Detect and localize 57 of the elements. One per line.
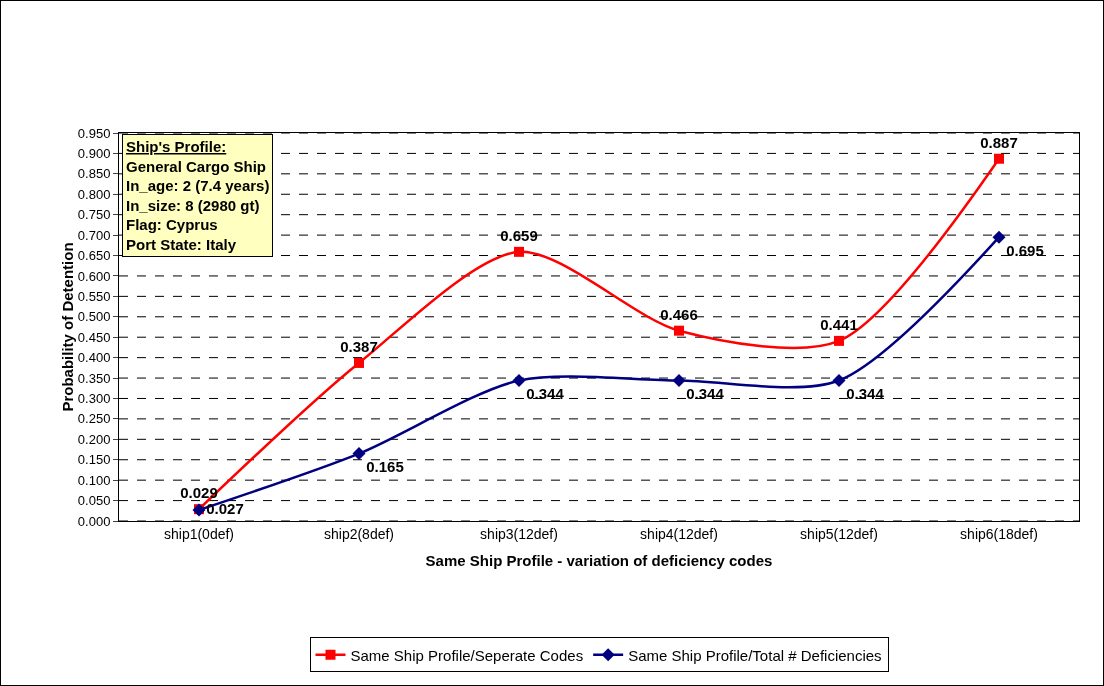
x-tick-label: ship2(8def) xyxy=(323,525,395,542)
y-tick-label: 0.250 xyxy=(77,411,111,427)
y-tick-label: 0.000 xyxy=(77,513,111,529)
annotation: Ship's Profile: xyxy=(126,138,227,155)
data-label: 0.387 xyxy=(340,337,378,355)
x-tick-label: ship4(12def) xyxy=(640,525,718,542)
annotation: General Cargo Ship xyxy=(126,157,267,175)
annotation: In_size: 8 (2980 gt) xyxy=(126,196,260,214)
y-tick-label: 0.750 xyxy=(77,207,111,223)
y-tick-label: 0.600 xyxy=(77,268,111,284)
legend-label: Same Ship Profile/Total # Deficiencies xyxy=(628,646,882,664)
x-tick-label: ship1(0def) xyxy=(163,525,235,542)
x-tick-label: ship3(12def) xyxy=(480,525,558,542)
y-tick-label: 0.200 xyxy=(77,431,111,447)
point xyxy=(992,230,1006,244)
y-tick-label: 0.550 xyxy=(77,288,111,304)
point xyxy=(994,153,1004,164)
y-tick-label: 0.950 xyxy=(77,125,111,141)
data-label: 0.344 xyxy=(526,385,565,402)
data-label: 0.344 xyxy=(846,385,885,402)
annotation: Port State: Italy xyxy=(126,235,237,253)
data-label: 0.441 xyxy=(820,315,858,333)
y-tick-label: 0.850 xyxy=(77,166,111,182)
y-tick-label: 0.700 xyxy=(77,227,111,243)
data-label: 0.029 xyxy=(180,484,218,502)
annotation: In_age: 2 (7.4 years) xyxy=(126,177,270,194)
data-label: 0.027 xyxy=(206,499,244,517)
y-tick-label: 0.350 xyxy=(77,370,111,386)
data-label: 0.466 xyxy=(660,305,698,323)
point xyxy=(354,357,364,368)
point xyxy=(834,335,844,346)
data-label: 0.659 xyxy=(500,226,538,244)
y-tick-label: 0.800 xyxy=(77,186,111,202)
point xyxy=(512,374,526,387)
y-tick-label: 0.400 xyxy=(77,350,111,366)
x-tick-label: ship5(12def) xyxy=(800,525,878,542)
x-tick-label: ship6(18def) xyxy=(960,525,1038,542)
y-tick-label: 0.650 xyxy=(77,248,111,264)
y-axis-title: Probability of Detention xyxy=(58,242,76,412)
legend-label: Same Ship Profile/Seperate Codes xyxy=(350,646,584,664)
y-tick-label: 0.050 xyxy=(77,493,111,509)
y-tick-label: 0.900 xyxy=(77,145,111,161)
x-axis-title: Same Ship Profile - variation of deficiency codes xyxy=(425,551,773,569)
point xyxy=(672,374,686,387)
y-tick-label: 0.500 xyxy=(77,309,111,325)
point xyxy=(832,374,846,387)
y-tick-label: 0.100 xyxy=(77,472,111,488)
point xyxy=(352,447,366,461)
data-label: 0.165 xyxy=(366,458,404,476)
point xyxy=(514,246,524,257)
data-label: 0.887 xyxy=(980,133,1018,151)
point xyxy=(674,325,684,336)
annotation: Flag: Cyprus xyxy=(126,216,218,233)
data-label: 0.344 xyxy=(686,385,725,402)
y-tick-label: 0.300 xyxy=(77,391,111,407)
y-tick-label: 0.450 xyxy=(77,329,111,345)
y-tick-label: 0.150 xyxy=(77,452,111,468)
